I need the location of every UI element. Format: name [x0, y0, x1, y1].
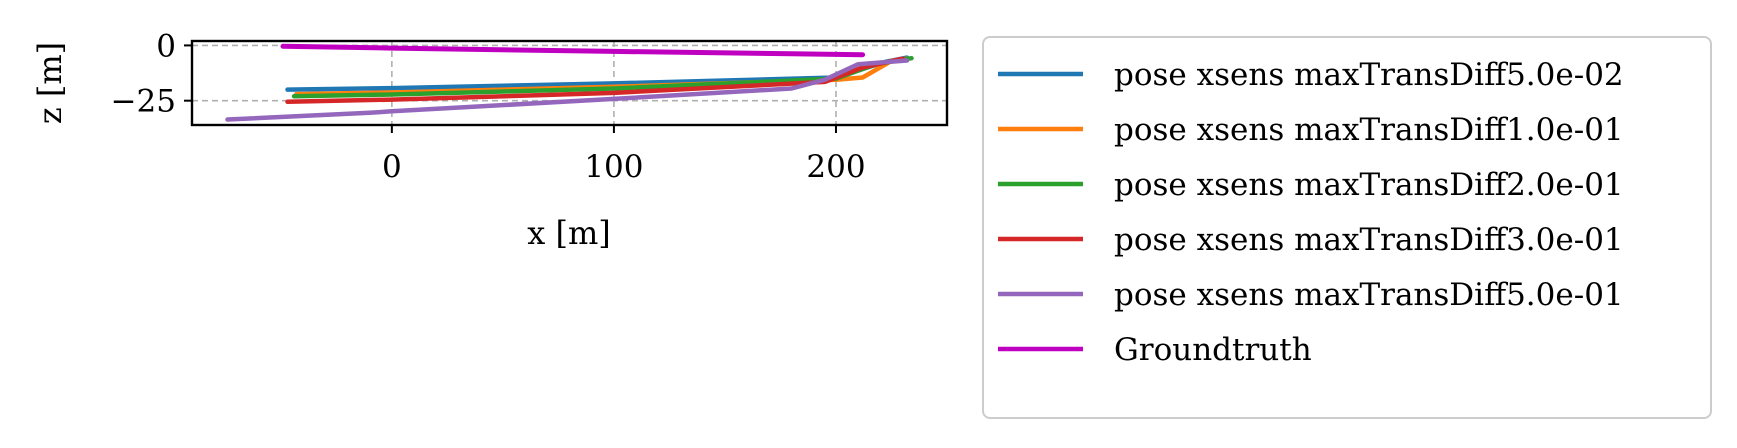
series-line — [280, 43, 866, 58]
legend-label: Groundtruth — [1114, 332, 1312, 368]
series-line — [285, 56, 905, 105]
y-tick-label: 0 — [156, 28, 176, 64]
series-line — [225, 58, 910, 122]
x-tick-label: 100 — [584, 149, 643, 185]
legend-label: pose xsens maxTransDiff2.0e-01 — [1114, 167, 1624, 203]
legend-label: pose xsens maxTransDiff1.0e-01 — [1114, 112, 1624, 148]
legend-label: pose xsens maxTransDiff3.0e-01 — [1114, 222, 1624, 258]
legend-frame — [982, 36, 1712, 419]
x-axis-title: x [m] — [527, 214, 611, 252]
series-layer — [225, 43, 914, 122]
x-tick-label: 0 — [382, 149, 402, 185]
y-tick-label: −25 — [111, 84, 176, 120]
plot-area-frame — [190, 39, 949, 127]
y-axis-title: z [m] — [31, 42, 69, 124]
x-tick-label: 200 — [806, 149, 865, 185]
legend-label: pose xsens maxTransDiff5.0e-02 — [1114, 57, 1624, 93]
legend-label: pose xsens maxTransDiff5.0e-01 — [1114, 277, 1624, 313]
axis-ticks: 0 100 200 0 −25 — [111, 28, 866, 185]
legend: pose xsens maxTransDiff5.0e-02 pose xsens… — [982, 36, 1712, 419]
